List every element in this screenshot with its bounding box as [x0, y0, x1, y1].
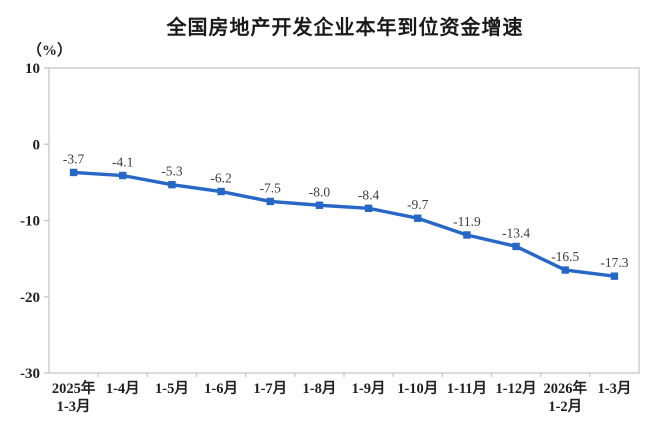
x-axis-tick-label: 1-6月 [204, 380, 238, 397]
data-point-marker [364, 204, 373, 212]
data-point-marker [119, 171, 127, 180]
x-axis-tick-label: 1-5月 [155, 380, 189, 397]
data-point-label: -8.4 [358, 187, 380, 202]
y-axis-tick-label: -10 [20, 214, 40, 230]
data-point-marker [168, 180, 176, 189]
data-point-label: -7.5 [260, 180, 282, 195]
data-point-marker [610, 272, 619, 280]
data-point-marker [217, 187, 225, 196]
data-point-label: -17.3 [600, 255, 628, 270]
y-axis-tick-label: -30 [20, 366, 40, 382]
x-axis-tick-label: 2025年 [52, 379, 96, 397]
data-point-label: -5.3 [161, 164, 183, 179]
data-point-label: -3.7 [63, 151, 85, 166]
y-axis-tick-label: -20 [20, 290, 40, 306]
data-point-label: -4.1 [112, 155, 133, 170]
data-point-marker [561, 266, 569, 274]
x-axis-tick-label: 1-11月 [447, 380, 487, 397]
data-point-label: -16.5 [551, 249, 579, 264]
x-axis-tick-label: 1-2月 [548, 398, 582, 415]
y-axis-tick-label: 10 [25, 61, 40, 77]
x-axis-tick-label: 1-4月 [106, 380, 140, 397]
x-axis-tick-label: 1-9月 [352, 380, 386, 397]
data-point-label: -13.4 [502, 225, 530, 240]
chart-title: 全国房地产开发企业本年到位资金增速 [166, 17, 524, 39]
plot-area-border [48, 67, 640, 374]
data-line [71, 170, 617, 278]
data-point-marker [414, 214, 422, 222]
data-point-label: -6.2 [210, 171, 231, 186]
data-point-marker [463, 231, 471, 239]
y-axis-unit-label: （%） [27, 43, 73, 59]
data-point-marker [315, 201, 324, 209]
x-axis-tick-label: 1-3月 [597, 380, 631, 397]
x-axis-tick-label: 1-10月 [397, 380, 438, 397]
data-point-marker [266, 197, 274, 206]
x-axis-tick-label: 1-7月 [253, 380, 287, 397]
y-axis-tick-label: 0 [33, 137, 41, 153]
data-point-label: -11.9 [453, 214, 481, 229]
x-axis-tick-label: 2026年 [544, 379, 588, 397]
x-axis-tick-label: 1-12月 [496, 380, 537, 397]
data-point-marker [69, 168, 78, 177]
x-axis-tick-label: 1-3月 [57, 398, 91, 415]
data-point-marker [512, 242, 520, 251]
data-point-label: -9.7 [407, 197, 429, 212]
data-point-label: -8.0 [309, 184, 331, 199]
x-axis-tick-label: 1-8月 [302, 380, 336, 397]
